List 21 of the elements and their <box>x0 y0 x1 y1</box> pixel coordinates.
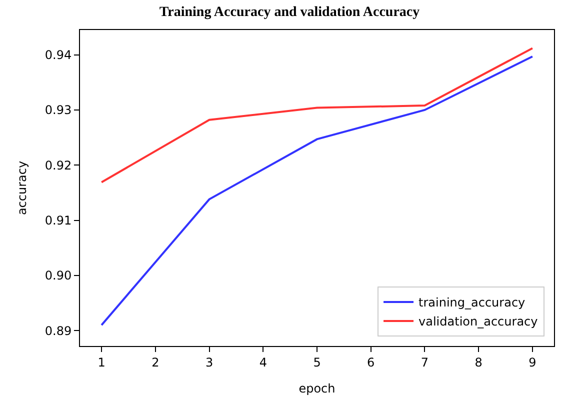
y-tick-label: 0.92 <box>44 158 72 172</box>
x-tick-label: 2 <box>152 355 160 370</box>
line-series <box>100 47 534 184</box>
y-tick-label: 0.91 <box>44 213 72 228</box>
x-tick-label: 9 <box>528 355 536 370</box>
x-tick-label: 6 <box>367 355 375 370</box>
y-tick-label: 0.93 <box>44 103 72 118</box>
x-tick-label: 7 <box>420 355 429 370</box>
x-tick-label: 8 <box>474 355 482 370</box>
x-axis-title: epoch <box>298 381 336 396</box>
legend-label: training_accuracy <box>418 296 526 310</box>
y-tick-label: 0.94 <box>44 48 72 62</box>
legend-label: validation_accuracy <box>418 314 538 329</box>
y-tick-label: 0.89 <box>44 324 72 338</box>
x-tick-label: 5 <box>313 355 321 370</box>
y-axis-title: accuracy <box>15 160 30 216</box>
chart-title: Training Accuracy and validation Accuracy <box>159 4 420 20</box>
y-tick-label: 0.90 <box>44 268 72 283</box>
x-tick-label: 3 <box>205 355 214 370</box>
x-tick-label: 1 <box>98 355 106 370</box>
x-tick-label: 4 <box>259 355 267 370</box>
